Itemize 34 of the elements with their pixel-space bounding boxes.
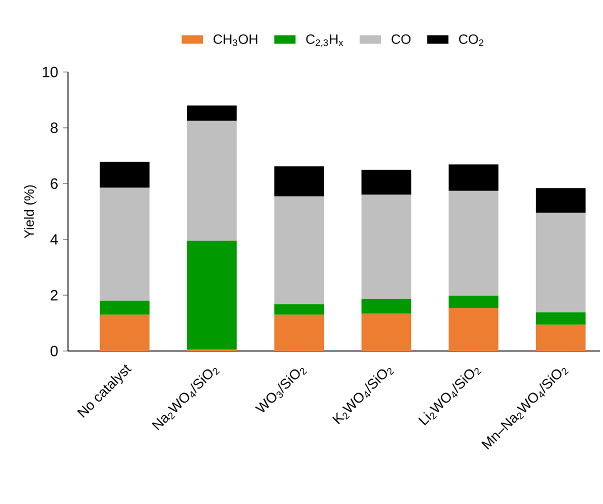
y-tick-label: 6 (50, 178, 58, 189)
bar (187, 240, 237, 350)
bar (187, 105, 237, 121)
bar (536, 312, 586, 325)
y-tick-label: 0 (50, 346, 58, 356)
bar (100, 314, 150, 351)
bar (100, 162, 150, 188)
bar (361, 194, 412, 299)
y-axis-title: Yield (%) (24, 185, 37, 238)
bar (448, 308, 498, 351)
bar (536, 212, 586, 312)
bar (100, 188, 150, 301)
bar (274, 196, 324, 304)
bar (187, 120, 237, 241)
bar (100, 300, 150, 315)
bar (361, 298, 412, 314)
legend-label: CO (392, 34, 411, 44)
bar (274, 304, 324, 315)
bar (274, 314, 324, 351)
bar (274, 166, 324, 196)
y-tick-label: 2 (50, 290, 58, 300)
bar (448, 296, 498, 308)
bar (361, 170, 412, 195)
legend-label: CH$_{3}$OH (214, 34, 258, 46)
bar (448, 190, 498, 296)
bar (448, 164, 498, 191)
bar (536, 188, 586, 213)
bar (361, 314, 412, 351)
legend-label: C$_{2,3}$H$_{x}$ (306, 34, 344, 48)
bar (536, 324, 586, 351)
y-tick-label: 4 (50, 234, 58, 245)
y-tick-label: 8 (50, 122, 58, 134)
y-tick-label: 10 (42, 66, 58, 78)
legend-label: CO$_{2}$ (459, 34, 484, 46)
